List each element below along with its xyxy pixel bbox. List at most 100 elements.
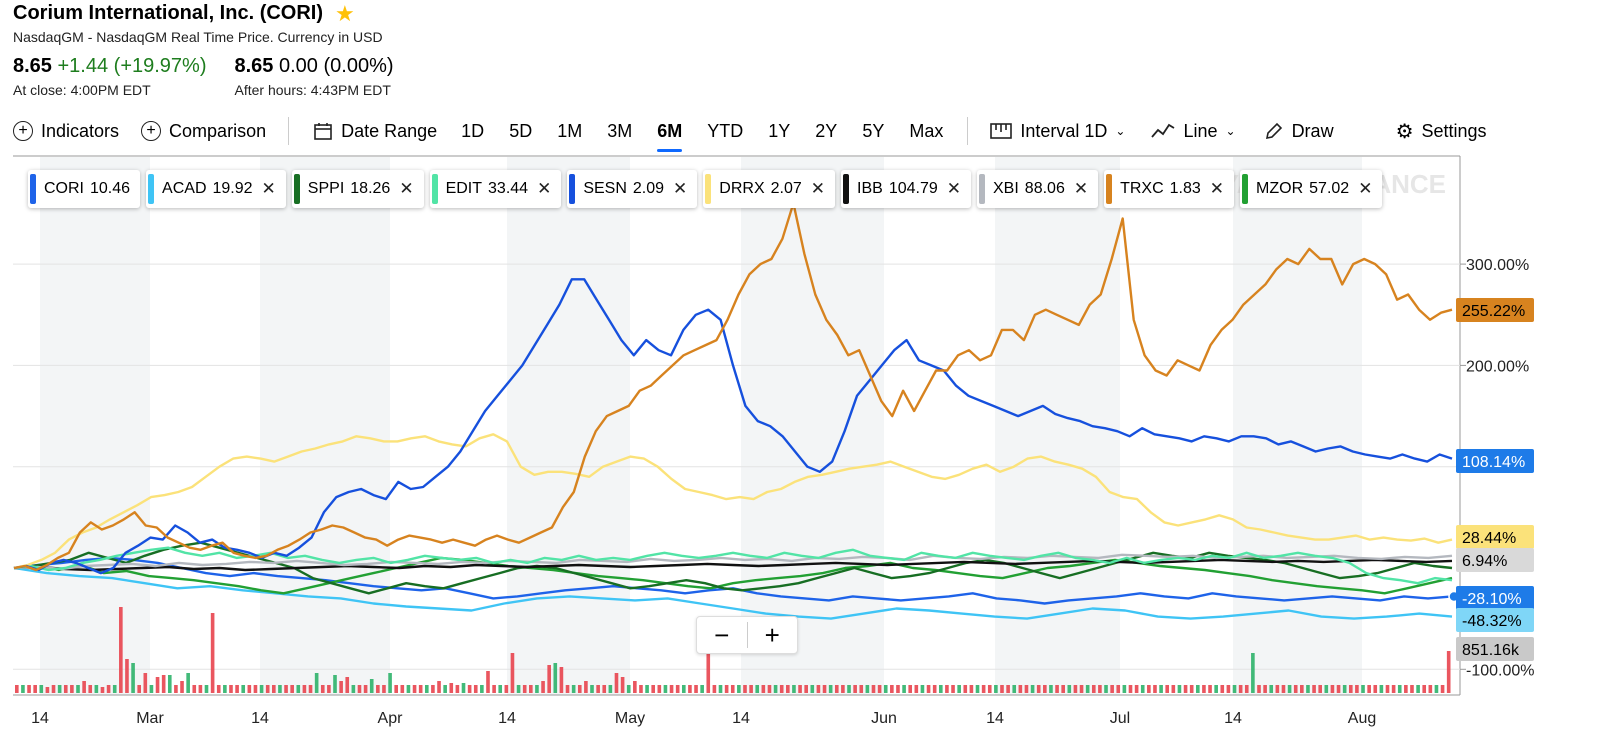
volume-bar bbox=[1287, 685, 1292, 693]
volume-bar bbox=[804, 685, 808, 693]
volume-bar bbox=[57, 685, 62, 693]
volume-bar bbox=[535, 685, 539, 693]
volume-bar bbox=[1061, 685, 1065, 693]
after-hours-label: After hours: 4:43PM EDT bbox=[234, 82, 391, 98]
legend-chip-drrx[interactable]: DRRX 2.07 ✕ bbox=[703, 170, 836, 208]
range-tab-ytd[interactable]: YTD bbox=[707, 120, 744, 141]
volume-bar bbox=[45, 687, 50, 693]
volume-bar bbox=[1232, 685, 1237, 693]
zoom-out-button[interactable]: − bbox=[714, 619, 730, 650]
close-icon[interactable]: ✕ bbox=[261, 179, 276, 198]
volume-bar bbox=[822, 685, 827, 693]
draw-button[interactable]: Draw bbox=[1264, 121, 1334, 142]
volume-bar bbox=[308, 685, 313, 693]
volume-bar bbox=[932, 685, 937, 693]
volume-bar bbox=[1404, 685, 1408, 693]
volume-bar bbox=[1165, 685, 1170, 693]
volume-bar bbox=[369, 679, 374, 693]
volume-bar bbox=[847, 685, 851, 693]
range-tab-2y[interactable]: 2Y bbox=[815, 120, 838, 141]
volume-bar bbox=[131, 663, 135, 693]
volume-bar bbox=[541, 681, 545, 693]
comparison-button[interactable]: + Comparison bbox=[141, 121, 266, 142]
line-label: Line bbox=[1183, 120, 1218, 141]
close-label: At close: 4:00PM EDT bbox=[13, 82, 151, 98]
zoom-in-button[interactable]: + bbox=[764, 619, 780, 650]
volume-bar bbox=[284, 685, 288, 693]
volume-bar bbox=[908, 685, 913, 693]
close-icon[interactable]: ✕ bbox=[399, 179, 414, 198]
time-band bbox=[995, 157, 1120, 695]
close-icon[interactable]: ✕ bbox=[1073, 179, 1089, 198]
legend-chip-ibb[interactable]: IBB 104.79 ✕ bbox=[841, 170, 971, 208]
range-tab-3m[interactable]: 3M bbox=[607, 120, 633, 141]
close-icon[interactable]: ✕ bbox=[1209, 179, 1225, 198]
series-line-sesn bbox=[13, 278, 1453, 575]
close-icon[interactable]: ✕ bbox=[673, 179, 688, 198]
line-chart-icon bbox=[1151, 123, 1175, 138]
end-value-label: 255.22% bbox=[1462, 303, 1525, 320]
volume-bar bbox=[443, 685, 447, 693]
volume-bar bbox=[1397, 685, 1402, 693]
legend-symbol: CORI bbox=[44, 180, 84, 197]
volume-bar bbox=[810, 685, 815, 693]
volume-bar bbox=[529, 685, 533, 693]
volume-bar bbox=[1214, 685, 1218, 693]
indicators-button[interactable]: + Indicators bbox=[13, 121, 119, 142]
legend-value: 104.79 bbox=[888, 180, 938, 197]
legend-chip-cori[interactable]: CORI 10.46 bbox=[28, 170, 141, 208]
volume-bar bbox=[1336, 685, 1341, 693]
star-icon[interactable]: ★ bbox=[335, 0, 355, 26]
range-tab-6m[interactable]: 6M bbox=[657, 120, 683, 152]
volume-bar bbox=[382, 685, 386, 693]
date-range-button[interactable]: Date Range bbox=[313, 121, 437, 142]
close-icon[interactable]: ✕ bbox=[537, 179, 552, 198]
close-icon[interactable]: ✕ bbox=[946, 179, 961, 198]
range-tab-1m[interactable]: 1M bbox=[557, 120, 583, 141]
line-type-dropdown[interactable]: Line ⌄ bbox=[1151, 120, 1236, 142]
settings-button[interactable]: ⚙ Settings bbox=[1396, 119, 1487, 144]
after-hours-quote: 8.65 0.00 (0.00%) After hours: 4:43PM ED… bbox=[235, 55, 394, 98]
chart-svg[interactable]: 300.00%200.00%-100.00%YAHOO! FINANCE14Ma… bbox=[0, 155, 1600, 751]
range-tab-5y[interactable]: 5Y bbox=[862, 120, 885, 141]
range-tab-max[interactable]: Max bbox=[909, 120, 944, 141]
volume-bar bbox=[119, 607, 123, 693]
settings-label: Settings bbox=[1421, 120, 1487, 141]
range-tab-5d[interactable]: 5D bbox=[509, 120, 533, 141]
legend-chip-mzor[interactable]: MZOR 57.02 ✕ bbox=[1240, 170, 1383, 208]
legend-chip-edit[interactable]: EDIT 33.44 ✕ bbox=[429, 170, 562, 208]
range-tab-1y[interactable]: 1Y bbox=[768, 120, 791, 141]
volume-bar bbox=[357, 685, 362, 693]
volume-bar bbox=[510, 653, 515, 693]
range-tab-1d[interactable]: 1D bbox=[461, 120, 485, 141]
volume-bar bbox=[51, 685, 56, 693]
volume-bar bbox=[1006, 685, 1010, 693]
series-color-swatch bbox=[1106, 174, 1113, 204]
legend-chip-sppi[interactable]: SPPI 18.26 ✕ bbox=[291, 170, 424, 208]
end-value-label: -48.32% bbox=[1462, 613, 1522, 630]
end-label-bg bbox=[1456, 608, 1534, 632]
legend-chip-acad[interactable]: ACAD 19.92 ✕ bbox=[146, 170, 286, 208]
comparison-chart[interactable]: 300.00%200.00%-100.00%YAHOO! FINANCE14Ma… bbox=[0, 155, 1600, 751]
close-icon[interactable]: ✕ bbox=[810, 179, 826, 198]
volume-bar bbox=[614, 673, 619, 693]
y-tick-label: 200.00% bbox=[1466, 358, 1529, 375]
volume-bar bbox=[639, 685, 643, 693]
volume-bar bbox=[1171, 685, 1176, 693]
interval-dropdown[interactable]: Interval 1D ⌄ bbox=[990, 121, 1125, 142]
end-value-label: 6.94% bbox=[1462, 553, 1507, 570]
volume-bar bbox=[94, 685, 99, 693]
volume-bar bbox=[424, 685, 429, 693]
volume-bar bbox=[1312, 685, 1316, 693]
volume-bar bbox=[1251, 653, 1255, 693]
legend-chip-xbi[interactable]: XBI 88.06 ✕ bbox=[977, 170, 1099, 208]
volume-bar bbox=[1269, 685, 1274, 693]
series-color-swatch bbox=[569, 174, 576, 204]
volume-bar bbox=[186, 673, 190, 693]
legend-chip-sesn[interactable]: SESN 2.09 ✕ bbox=[567, 170, 698, 208]
time-band bbox=[1233, 157, 1362, 695]
legend-chip-trxc[interactable]: TRXC 1.83 ✕ bbox=[1104, 170, 1235, 208]
close-icon[interactable]: ✕ bbox=[1358, 179, 1373, 198]
volume-bar bbox=[1440, 685, 1445, 693]
volume-bar bbox=[1153, 685, 1157, 693]
